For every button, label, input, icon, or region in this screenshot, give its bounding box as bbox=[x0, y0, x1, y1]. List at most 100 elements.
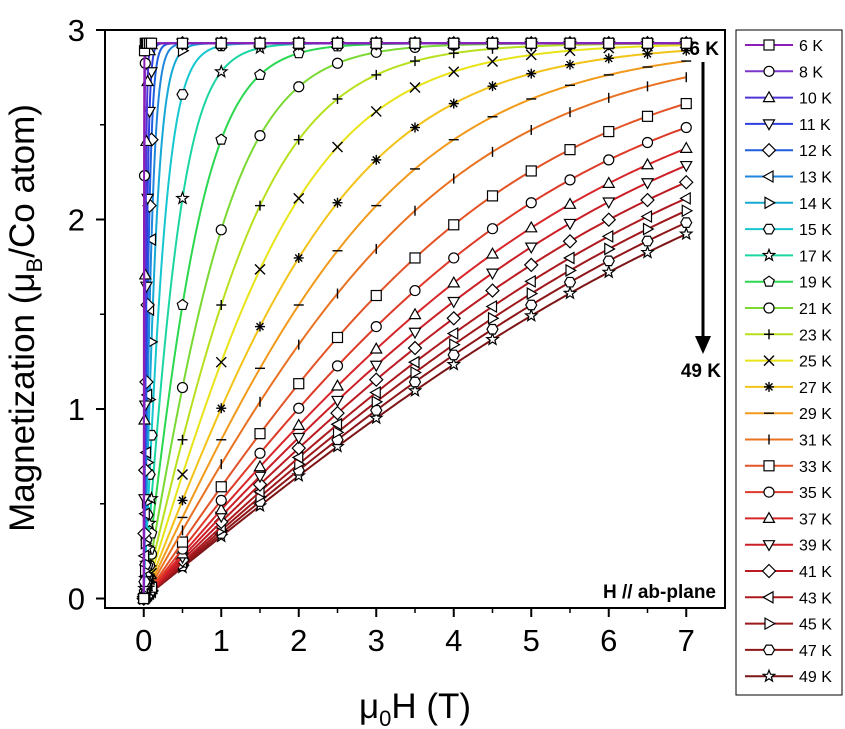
legend-marker bbox=[763, 275, 775, 287]
data-point bbox=[253, 459, 267, 472]
data-point bbox=[408, 376, 422, 388]
legend-label: 8 K bbox=[799, 64, 823, 81]
data-point bbox=[602, 197, 616, 209]
data-point bbox=[448, 219, 460, 231]
legend-item: 35 K bbox=[745, 485, 832, 502]
x-axis-title: μ0H (T) bbox=[359, 687, 471, 729]
data-point bbox=[216, 403, 227, 414]
data-point bbox=[485, 331, 500, 346]
data-point bbox=[564, 174, 576, 186]
data-point bbox=[331, 37, 344, 49]
data-point bbox=[409, 252, 421, 264]
data-point bbox=[525, 37, 537, 49]
legend-marker bbox=[762, 223, 776, 235]
data-point bbox=[487, 81, 498, 92]
data-point bbox=[293, 192, 305, 204]
data-point bbox=[368, 372, 384, 388]
x-tick-label: 5 bbox=[523, 623, 540, 658]
legend-label: 41 K bbox=[799, 564, 832, 581]
data-point bbox=[332, 197, 343, 208]
y-tick-label: 3 bbox=[68, 13, 85, 48]
data-point bbox=[410, 365, 422, 380]
data-point bbox=[371, 154, 382, 165]
legend-box bbox=[735, 29, 843, 696]
data-point bbox=[446, 356, 462, 371]
data-point bbox=[253, 471, 267, 484]
data-point bbox=[640, 244, 655, 259]
data-point bbox=[678, 174, 694, 190]
legend-label: 39 K bbox=[799, 538, 832, 555]
data-point bbox=[447, 296, 461, 309]
data-point bbox=[215, 356, 227, 368]
legend-item: 8 K bbox=[745, 64, 823, 81]
data-point bbox=[291, 440, 307, 456]
data-point bbox=[487, 311, 500, 325]
data-point bbox=[330, 405, 345, 421]
legend-marker bbox=[762, 119, 776, 131]
y-axis-title-part1: Magnetization (μ bbox=[3, 272, 42, 531]
legend-label: 13 K bbox=[799, 170, 832, 187]
x-tick-label: 7 bbox=[678, 623, 695, 658]
legend-marker bbox=[763, 302, 775, 314]
data-point bbox=[368, 410, 384, 425]
data-point bbox=[293, 402, 305, 414]
data-point bbox=[176, 37, 189, 49]
y-tick-label: 0 bbox=[68, 582, 85, 617]
data-point bbox=[602, 176, 616, 188]
data-point bbox=[330, 417, 343, 431]
data-point bbox=[524, 242, 538, 255]
data-point bbox=[641, 37, 654, 49]
legend-item: 6 K bbox=[745, 38, 823, 55]
legend-label: 21 K bbox=[799, 301, 832, 318]
legend-marker bbox=[763, 486, 775, 498]
data-point bbox=[215, 133, 228, 145]
legend-label: 6 K bbox=[799, 38, 823, 55]
data-point bbox=[254, 130, 266, 142]
data-point bbox=[144, 233, 157, 247]
data-point bbox=[679, 191, 691, 205]
data-point bbox=[177, 468, 188, 480]
data-point bbox=[407, 340, 423, 356]
legend-label: 15 K bbox=[799, 222, 832, 239]
annotation-top-temperature: 6 K bbox=[689, 39, 719, 60]
data-point bbox=[215, 494, 227, 507]
legend-item: 33 K bbox=[745, 459, 832, 476]
data-point bbox=[331, 57, 344, 69]
data-point bbox=[255, 321, 265, 332]
legend-label: 49 K bbox=[799, 669, 832, 686]
data-point bbox=[252, 477, 268, 492]
data-point bbox=[564, 144, 576, 156]
data-point bbox=[369, 360, 383, 373]
legend-label: 10 K bbox=[799, 91, 832, 108]
legend-marker bbox=[764, 329, 774, 340]
legend-label: 29 K bbox=[799, 406, 832, 423]
legend-label: 43 K bbox=[799, 590, 832, 607]
data-point bbox=[486, 37, 499, 49]
data-point bbox=[215, 37, 227, 49]
legend-marker bbox=[763, 65, 775, 77]
data-point bbox=[175, 190, 190, 205]
legend-marker bbox=[762, 90, 776, 103]
legend-marker bbox=[761, 668, 777, 683]
legend-label: 25 K bbox=[799, 354, 832, 371]
data-point bbox=[525, 197, 537, 209]
data-point bbox=[563, 197, 577, 209]
data-point bbox=[642, 222, 655, 236]
data-point bbox=[526, 287, 539, 301]
legend-item: 14 K bbox=[745, 196, 832, 213]
data-point bbox=[292, 432, 306, 445]
legend-marker bbox=[762, 540, 776, 552]
x-tick-label: 0 bbox=[135, 623, 152, 658]
legend-item: 37 K bbox=[745, 511, 832, 528]
legend-item: 12 K bbox=[745, 142, 832, 160]
data-point bbox=[678, 226, 694, 241]
legend-item: 21 K bbox=[745, 301, 832, 318]
data-point bbox=[526, 68, 537, 79]
data-point bbox=[601, 212, 617, 228]
data-point bbox=[447, 275, 461, 288]
data-point bbox=[293, 134, 304, 145]
data-point bbox=[486, 323, 499, 335]
data-point bbox=[679, 141, 693, 153]
data-point bbox=[215, 481, 227, 493]
